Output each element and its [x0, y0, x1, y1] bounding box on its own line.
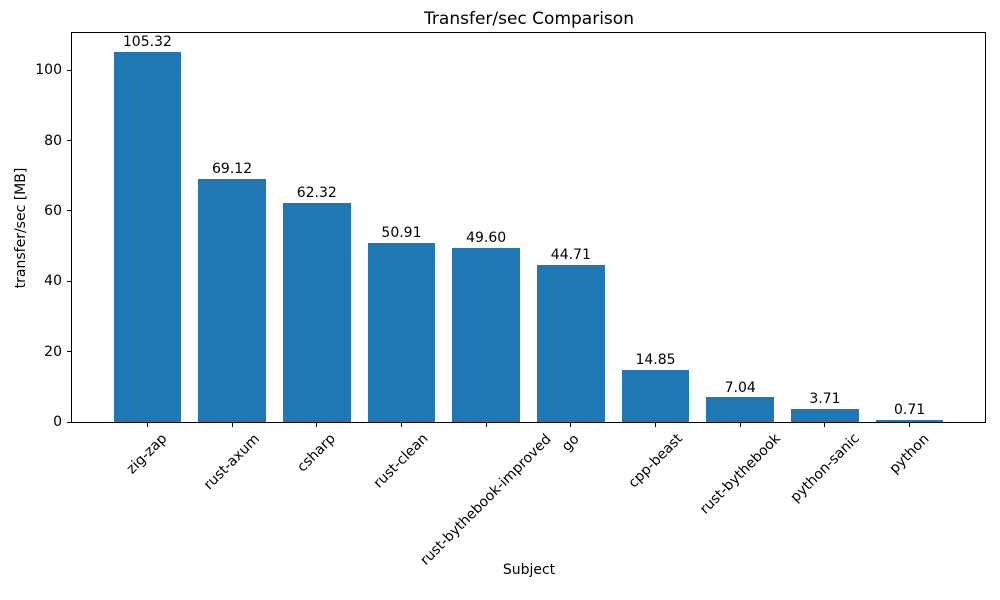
bar-value-label: 7.04: [724, 379, 756, 396]
x-tick-label: csharp: [294, 430, 340, 476]
bar: [367, 242, 436, 422]
y-tick-mark: [67, 69, 72, 71]
x-tick-mark: [570, 422, 572, 427]
y-tick-mark: [67, 351, 72, 353]
x-tick-label: python-sanic: [787, 430, 863, 507]
bar-value-label: 69.12: [212, 161, 253, 178]
bar: [282, 202, 351, 422]
bar: [791, 408, 859, 422]
y-tick-mark: [67, 421, 72, 423]
bar: [452, 247, 521, 422]
y-tick-mark: [67, 210, 72, 212]
bar: [536, 264, 605, 422]
x-tick-mark: [824, 422, 826, 427]
x-tick-mark: [316, 422, 318, 427]
x-tick-label: rust-bythebook: [696, 431, 784, 518]
bar-value-label: 62.32: [296, 185, 337, 202]
x-tick-label: rust-bythebook-improved: [417, 430, 555, 569]
x-tick-label: rust-axum: [200, 431, 264, 494]
x-tick-mark: [231, 422, 233, 427]
x-tick-label: python: [886, 430, 933, 477]
y-tick-mark: [67, 280, 72, 282]
bar-value-label: 3.71: [809, 391, 841, 408]
bar: [113, 51, 182, 422]
y-tick-mark: [67, 140, 72, 142]
x-tick-label: rust-clean: [371, 430, 432, 492]
y-tick-label: 40: [44, 273, 62, 290]
bar-value-label: 105.32: [122, 34, 172, 51]
x-axis-label: Subject: [502, 562, 556, 578]
x-tick-mark: [655, 422, 657, 427]
x-tick-mark: [400, 422, 402, 427]
bar: [198, 178, 266, 422]
x-tick-mark: [739, 422, 741, 427]
bar: [621, 369, 690, 422]
bar-value-label: 44.71: [550, 247, 591, 264]
bar: [875, 419, 944, 422]
bar-value-label: 0.71: [894, 402, 926, 418]
x-tick-mark: [485, 422, 487, 427]
y-axis-label: transfer/sec [MB]: [13, 167, 29, 289]
bar-value-label: 14.85: [635, 352, 676, 369]
bar-value-label: 49.60: [466, 230, 507, 247]
y-tick-label: 80: [44, 132, 62, 149]
y-tick-label: 100: [35, 62, 62, 79]
y-tick-label: 60: [44, 202, 62, 219]
x-tick-mark: [146, 422, 148, 427]
bar: [706, 397, 775, 422]
x-tick-label: go: [559, 430, 583, 455]
chart-title: Transfer/sec Comparison: [424, 9, 634, 29]
y-tick-label: 0: [53, 414, 62, 430]
x-tick-label: cpp-beast: [625, 430, 686, 492]
x-tick-mark: [909, 422, 911, 427]
bar-value-label: 50.91: [381, 225, 422, 242]
y-tick-label: 20: [44, 343, 62, 360]
x-tick-label: zig-zap: [124, 430, 171, 478]
